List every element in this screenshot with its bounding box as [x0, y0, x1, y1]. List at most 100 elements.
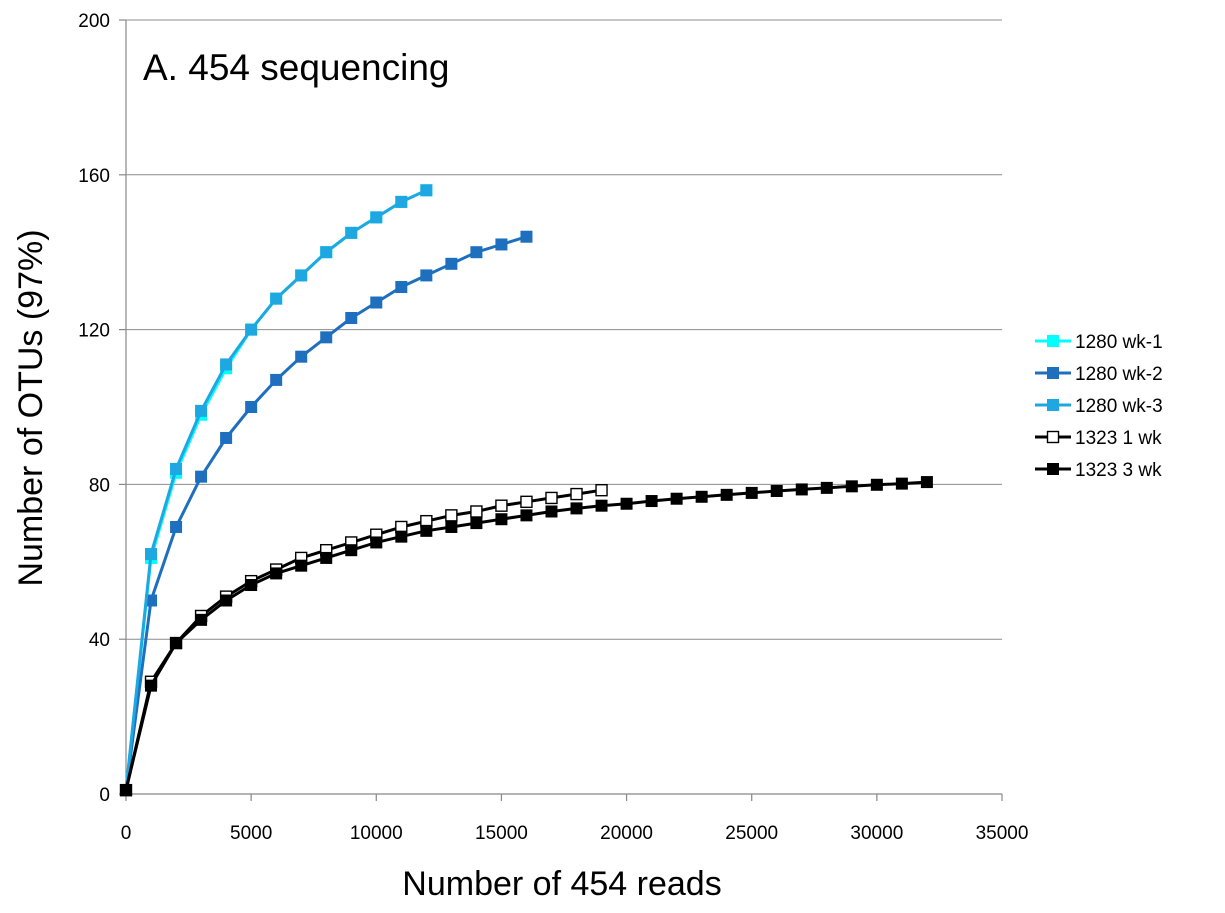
data-point-4-13: [445, 520, 458, 533]
data-point-4-3: [195, 613, 208, 626]
data-point-3-13: [445, 509, 458, 522]
data-point-1-10: [370, 296, 383, 309]
data-point-4-4: [220, 594, 233, 607]
series-layer: [119, 184, 933, 797]
data-point-3-17: [545, 491, 558, 505]
legend-item-4: 1323 3 wk: [1035, 460, 1162, 481]
y-tick-label-4: 160: [78, 166, 110, 187]
legend: 1280 wk-1 1280 wk-2 1280 wk-3 1323 1 wk 1323…: [1035, 332, 1163, 481]
data-point-2-5: [245, 323, 258, 336]
gridlines: [126, 19, 1002, 640]
data-point-2-8: [320, 246, 333, 259]
data-point-1-7: [295, 350, 308, 363]
data-point-2-7: [295, 269, 308, 282]
series-2: [120, 184, 433, 797]
data-point-4-2: [170, 637, 183, 650]
legend-marker-0: [1047, 335, 1059, 347]
data-point-3-18: [570, 487, 583, 501]
y-tick-labels: 0 40 80 120 160 200: [78, 11, 126, 806]
data-point-2-1: [145, 548, 158, 561]
series-0: [120, 184, 433, 797]
data-point-4-22: [670, 492, 683, 505]
data-point-4-24: [720, 488, 733, 501]
series-line-2: [124, 188, 427, 791]
data-point-2-10: [370, 211, 383, 224]
data-point-4-12: [420, 524, 433, 537]
data-point-4-8: [320, 551, 333, 564]
data-point-1-14: [470, 246, 483, 259]
data-point-3-15: [495, 499, 508, 512]
data-point-2-6: [270, 292, 283, 305]
legend-label-1: 1280 wk-2: [1075, 364, 1163, 385]
data-point-3-19: [595, 484, 608, 497]
data-point-4-7: [295, 559, 308, 572]
data-point-4-5: [245, 579, 258, 592]
series-4: [120, 476, 933, 797]
legend-marker-2: [1047, 399, 1059, 411]
data-point-2-4: [220, 358, 233, 371]
legend-item-0: 1280 wk-1: [1035, 332, 1163, 353]
data-point-4-18: [570, 502, 583, 515]
y-axis-title: Number of OTUs (97%): [12, 229, 50, 586]
legend-label-3: 1323 1 wk: [1075, 428, 1162, 449]
data-point-4-20: [620, 497, 633, 510]
chart-title: A. 454 sequencing: [143, 47, 450, 88]
data-point-4-25: [745, 486, 758, 499]
data-point-4-15: [495, 513, 508, 526]
data-point-2-12: [420, 184, 433, 197]
y-tick-label-3: 120: [78, 321, 110, 342]
legend-marker-3: [1046, 430, 1060, 444]
data-point-4-32: [920, 476, 933, 489]
data-point-1-2: [170, 520, 183, 533]
data-point-3-16: [520, 495, 533, 509]
data-point-1-9: [345, 311, 358, 324]
y-tick-label-5: 200: [78, 11, 110, 32]
data-point-4-9: [345, 544, 358, 557]
data-point-4-14: [470, 517, 483, 530]
x-tick-label-5: 25000: [725, 823, 778, 844]
data-point-3-14: [470, 505, 483, 518]
data-point-1-11: [395, 281, 408, 294]
data-point-2-2: [170, 462, 183, 475]
y-tick-label-2: 80: [89, 475, 110, 496]
series-line-3: [124, 488, 602, 791]
x-tick-labels: 0 5000 10000 15000 20000 25000 30000 35000: [121, 794, 1029, 844]
x-tick-label-4: 20000: [600, 823, 653, 844]
data-point-4-19: [595, 499, 608, 512]
y-tick-label-1: 40: [89, 630, 110, 651]
data-point-1-6: [270, 373, 283, 386]
data-point-4-26: [770, 484, 783, 497]
data-point-4-0: [120, 784, 132, 797]
data-point-1-8: [320, 331, 333, 344]
data-point-1-12: [420, 269, 433, 282]
x-tick-label-3: 15000: [475, 823, 528, 844]
legend-item-3: 1323 1 wk: [1035, 428, 1162, 449]
data-point-1-13: [445, 257, 458, 270]
data-point-1-5: [245, 401, 258, 413]
x-tick-label-2: 10000: [350, 823, 403, 844]
axes: [125, 20, 1002, 795]
x-axis-title: Number of 454 reads: [402, 865, 721, 903]
legend-marker-4: [1047, 463, 1059, 475]
data-point-4-6: [270, 567, 283, 580]
legend-item-1: 1280 wk-2: [1035, 364, 1163, 385]
data-point-1-15: [495, 238, 508, 251]
data-point-1-3: [195, 470, 208, 483]
x-tick-label-1: 5000: [230, 823, 272, 844]
data-point-4-31: [895, 477, 908, 490]
series-line-4: [124, 480, 927, 791]
data-point-1-16: [520, 230, 533, 243]
data-point-4-28: [820, 481, 833, 494]
data-point-4-10: [370, 536, 383, 549]
data-point-4-29: [845, 480, 858, 493]
data-point-4-30: [870, 478, 883, 491]
data-point-4-16: [520, 509, 533, 522]
data-point-2-11: [395, 195, 408, 208]
data-point-2-9: [345, 226, 358, 239]
legend-label-0: 1280 wk-1: [1075, 332, 1163, 353]
x-tick-label-7: 35000: [976, 823, 1029, 844]
legend-item-2: 1280 wk-3: [1035, 396, 1163, 417]
legend-marker-1: [1047, 367, 1059, 379]
x-tick-label-6: 30000: [850, 823, 903, 844]
